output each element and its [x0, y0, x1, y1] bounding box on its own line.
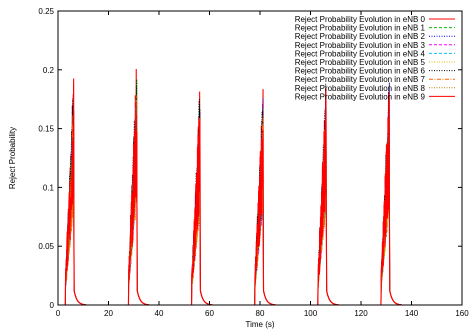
y-tick-label: 0: [50, 301, 55, 310]
y-tick-label: 0.15: [38, 125, 54, 134]
x-tick-label: 80: [256, 309, 265, 318]
legend-label: Reject Probability Evolution in eNB 6: [295, 67, 426, 76]
legend-label: Reject Probability Evolution in eNB 5: [295, 58, 426, 67]
legend-label: Reject Probability Evolution in eNB 8: [295, 84, 426, 93]
y-tick-label: 0.2: [43, 66, 55, 75]
y-tick-label: 0.1: [43, 183, 55, 192]
legend-label: Reject Probability Evolution in eNB 0: [295, 15, 426, 24]
legend-label: Reject Probability Evolution in eNB 7: [295, 75, 426, 84]
legend-label: Reject Probability Evolution in eNB 3: [295, 41, 426, 50]
y-tick-label: 0.05: [38, 242, 54, 251]
legend-label: Reject Probability Evolution in eNB 4: [295, 49, 426, 58]
x-tick-label: 140: [405, 309, 419, 318]
y-tick-label: 0.25: [38, 7, 54, 16]
x-tick-label: 160: [455, 309, 469, 318]
plot-area: [58, 68, 462, 306]
x-tick-label: 20: [104, 309, 113, 318]
y-axis-label: Reject Probability: [8, 127, 17, 189]
series-line-enb-9: [58, 78, 462, 306]
legend-label: Reject Probability Evolution in eNB 1: [295, 24, 426, 33]
x-tick-label: 60: [205, 309, 214, 318]
x-tick-label: 0: [56, 309, 61, 318]
x-tick-label: 40: [155, 309, 164, 318]
legend: Reject Probability Evolution in eNB 0Rej…: [295, 15, 455, 101]
x-tick-label: 100: [304, 309, 318, 318]
x-axis-label: Time (s): [245, 320, 274, 329]
x-tick-label: 120: [354, 309, 368, 318]
axes: 0 20 40 60 80 100 120 140 160 0 0.05 0.1 0.15 0.2 0.25: [38, 7, 469, 318]
legend-label: Reject Probability Evolution in eNB 2: [295, 32, 426, 41]
legend-label: Reject Probability Evolution in eNB 9: [295, 92, 426, 101]
